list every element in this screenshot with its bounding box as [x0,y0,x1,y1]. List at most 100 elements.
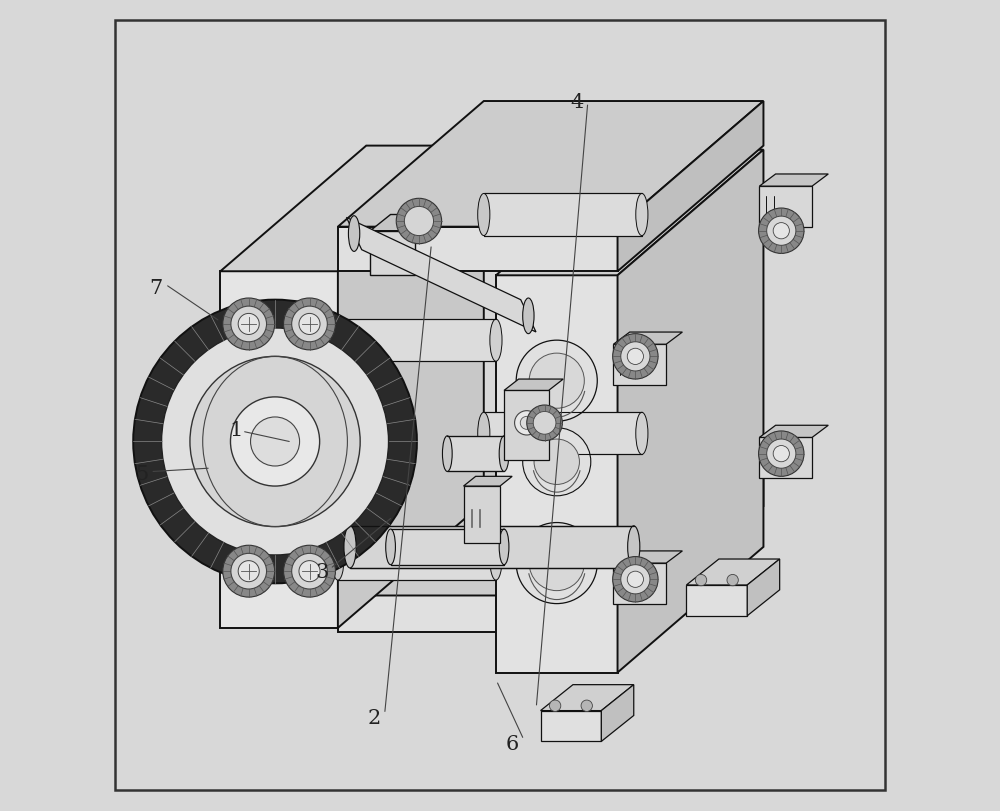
Polygon shape [338,596,618,633]
Ellipse shape [442,436,452,472]
Ellipse shape [636,413,648,455]
Polygon shape [686,560,780,586]
Circle shape [627,349,643,365]
Circle shape [534,440,579,485]
Polygon shape [338,102,763,227]
Ellipse shape [490,539,502,581]
Circle shape [773,223,789,239]
Polygon shape [338,320,496,362]
Circle shape [404,207,434,236]
Polygon shape [759,187,812,227]
Polygon shape [95,1,905,810]
Polygon shape [613,551,682,564]
Circle shape [251,418,300,466]
Circle shape [231,307,267,342]
Text: 2: 2 [368,708,381,727]
Polygon shape [613,333,682,345]
Text: 3: 3 [315,562,328,581]
Polygon shape [747,560,780,616]
Polygon shape [350,526,634,569]
Text: 4: 4 [570,92,584,111]
Polygon shape [759,174,828,187]
Circle shape [767,440,796,469]
Circle shape [529,354,584,409]
Circle shape [299,314,320,335]
Circle shape [759,431,804,477]
Polygon shape [220,272,338,629]
Polygon shape [370,215,435,231]
Circle shape [767,217,796,246]
Circle shape [284,298,335,350]
Ellipse shape [348,217,360,252]
Polygon shape [484,413,642,455]
Circle shape [162,328,389,556]
Circle shape [520,417,533,430]
Polygon shape [504,391,549,461]
Ellipse shape [636,194,648,236]
Polygon shape [338,147,484,629]
Circle shape [549,700,561,711]
Polygon shape [601,684,634,741]
Polygon shape [496,151,763,276]
Ellipse shape [628,526,640,569]
Circle shape [230,397,320,487]
Circle shape [223,546,275,598]
Circle shape [613,557,658,603]
Text: 5: 5 [135,465,148,484]
Circle shape [529,536,584,591]
Circle shape [759,208,804,254]
Ellipse shape [499,530,509,565]
Polygon shape [391,530,504,565]
Ellipse shape [523,298,534,334]
Polygon shape [370,231,415,276]
Polygon shape [464,477,512,487]
Circle shape [523,428,591,496]
Ellipse shape [332,320,344,362]
Polygon shape [447,436,504,472]
Circle shape [238,314,259,335]
Polygon shape [618,470,763,633]
Ellipse shape [332,539,344,581]
Circle shape [516,523,597,604]
Polygon shape [220,147,484,272]
Text: 1: 1 [230,420,243,440]
Polygon shape [686,586,747,616]
Circle shape [621,565,650,594]
Circle shape [527,406,562,441]
Polygon shape [504,380,563,391]
Polygon shape [541,710,601,741]
Circle shape [581,700,592,711]
Circle shape [533,412,556,435]
Circle shape [284,546,335,598]
Ellipse shape [344,526,356,569]
Polygon shape [759,426,828,438]
Polygon shape [338,539,496,581]
Ellipse shape [478,413,490,455]
Polygon shape [496,276,618,672]
Circle shape [292,307,327,342]
Circle shape [515,411,539,436]
Circle shape [773,446,789,462]
Text: 7: 7 [149,279,162,298]
Circle shape [396,199,442,244]
Circle shape [133,300,417,584]
Polygon shape [464,487,500,543]
Polygon shape [618,151,763,672]
Circle shape [292,554,327,590]
Circle shape [238,561,259,582]
Polygon shape [613,345,666,385]
Ellipse shape [499,436,509,472]
Circle shape [695,575,707,586]
Polygon shape [338,227,618,272]
Circle shape [627,572,643,588]
Polygon shape [484,194,642,236]
Polygon shape [338,470,763,596]
Polygon shape [346,218,536,333]
Ellipse shape [478,194,490,236]
Circle shape [299,561,320,582]
Circle shape [621,342,650,371]
Circle shape [613,334,658,380]
Ellipse shape [490,320,502,362]
Circle shape [516,341,597,422]
Circle shape [231,554,267,590]
